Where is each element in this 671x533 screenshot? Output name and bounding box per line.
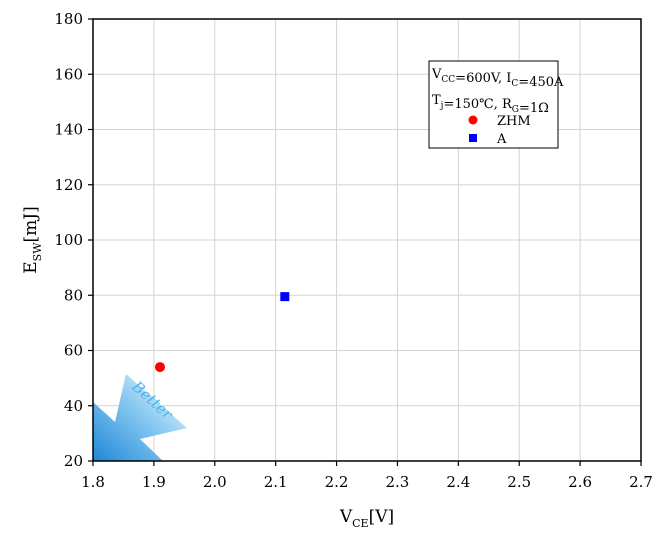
better-annotation: Better — [93, 374, 187, 461]
legend-entry-a: A — [496, 132, 507, 147]
x-tick-label: 1.8 — [81, 473, 105, 491]
x-tick-label: 2.2 — [325, 473, 349, 491]
legend-condition: Tj=150℃, RG=1Ω — [432, 93, 549, 116]
better-arrow — [93, 374, 187, 461]
y-tick-label: 60 — [64, 342, 83, 360]
x-tick-label: 2.5 — [507, 473, 531, 491]
x-axis-label: VCE[V] — [339, 507, 394, 530]
y-tick-label: 40 — [64, 397, 83, 415]
axes — [88, 18, 642, 466]
y-tick-label: 80 — [64, 286, 83, 304]
x-tick-label: 2.6 — [568, 473, 592, 491]
x-tick-label: 2.4 — [446, 473, 470, 491]
y-tick-label: 100 — [54, 231, 83, 249]
axis-labels: VCE[V] ESW[mJ] — [21, 206, 394, 530]
legend-box — [428, 60, 559, 149]
y-tick-label: 160 — [54, 65, 83, 83]
x-tick-label: 2.0 — [203, 473, 227, 491]
legend-condition: VCC=600V, IC=450A — [431, 67, 564, 90]
y-tick-label: 140 — [54, 121, 83, 139]
legend-marker-zhm — [468, 115, 478, 125]
data-points — [154, 292, 290, 373]
y-axis-label: ESW[mJ] — [21, 206, 44, 273]
data-point-a — [280, 292, 290, 302]
y-tick-label: 120 — [54, 176, 83, 194]
y-tick-label: 20 — [64, 452, 83, 470]
x-tick-label: 2.3 — [386, 473, 410, 491]
legend-marker-a — [469, 134, 477, 142]
x-tick-label: 1.9 — [142, 473, 166, 491]
x-tick-label: 2.1 — [264, 473, 288, 491]
legend-entry-zhm: ZHM — [497, 114, 531, 129]
tick-labels: 1.8 1.9 2.0 2.1 2.2 2.3 2.4 2.5 2.6 2.7 20 40 60 80 10… — [54, 10, 653, 491]
y-tick-label: 180 — [54, 10, 83, 28]
data-point-zhm — [154, 362, 165, 373]
x-tick-label: 2.7 — [629, 473, 653, 491]
